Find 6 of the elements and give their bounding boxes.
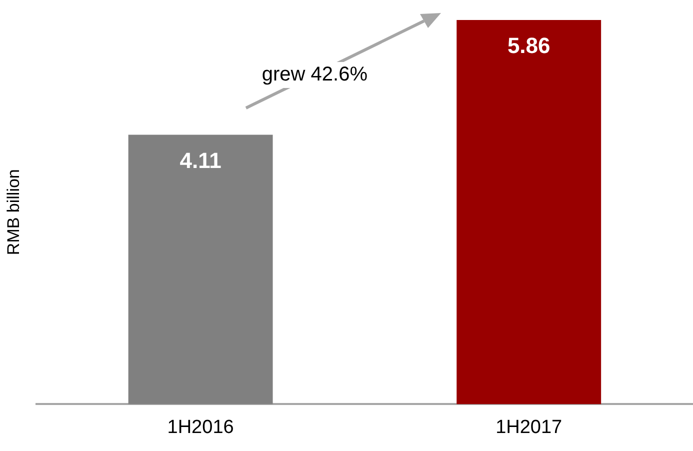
x-tick-label: 1H2016 <box>167 416 234 438</box>
y-axis-title: RMB billion <box>4 169 23 256</box>
data-label: 4.11 <box>180 148 222 173</box>
x-tick-label: 1H2017 <box>496 416 562 438</box>
annotation: grew 42.6% <box>262 64 368 86</box>
data-label: 5.86 <box>507 33 550 58</box>
